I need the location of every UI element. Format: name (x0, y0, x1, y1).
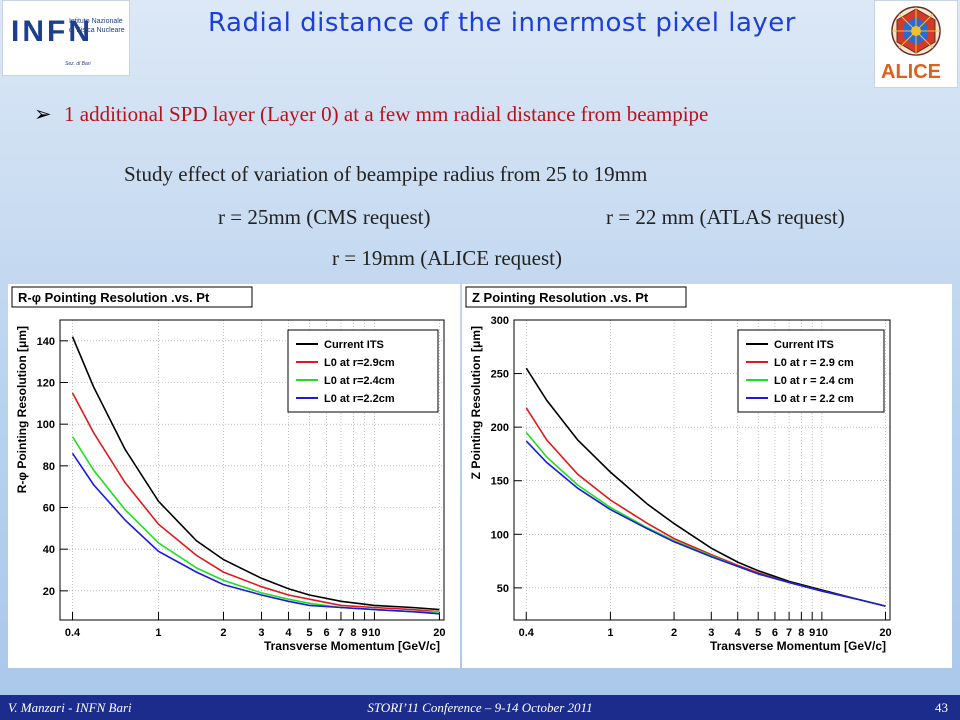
y-tick-label: 140 (37, 336, 55, 348)
x-tick-label: 2 (671, 627, 677, 639)
y-tick-label: 250 (491, 369, 509, 381)
chart-title: Z Pointing Resolution .vs. Pt (472, 290, 649, 305)
series-line (71, 336, 440, 611)
y-tick-label: 40 (43, 544, 55, 556)
x-tick-label: 8 (350, 627, 356, 639)
x-tick-label: 3 (708, 627, 714, 639)
footer-bar: V. Manzari - INFN Bari STORI’11 Conferen… (0, 695, 960, 720)
legend-label: L0 at r=2.9cm (324, 357, 395, 369)
x-tick-label: 10 (816, 627, 828, 639)
x-tick-label: 9 (361, 627, 367, 639)
bullet-item: ➢ 1 additional SPD layer (Layer 0) at a f… (34, 102, 708, 127)
legend-label: L0 at r=2.2cm (324, 393, 395, 405)
slide-title: Radial distance of the innermost pixel l… (208, 8, 796, 38)
x-tick-label: 0.4 (519, 627, 535, 639)
footer-author: V. Manzari - INFN Bari (8, 700, 132, 715)
series-line (525, 407, 886, 607)
infn-logo-subtitle: Istituto Nazionale di Fisica Nucleare (69, 17, 125, 35)
bullet-text: 1 additional SPD layer (Layer 0) at a fe… (64, 102, 709, 126)
legend-label: Current ITS (324, 339, 384, 351)
x-tick-label: 6 (772, 627, 778, 639)
y-tick-label: 200 (491, 422, 509, 434)
series-line (525, 431, 886, 607)
legend-label: L0 at r = 2.4 cm (774, 375, 854, 387)
x-tick-label: 4 (285, 627, 292, 639)
x-tick-label: 2 (220, 627, 226, 639)
rphi-resolution-chart: R-φ Pointing Resolution .vs. Pt0.4 1 2 3 4 5 6… (11, 286, 446, 653)
y-axis-label: R-φ Pointing Resolution [μm] (15, 326, 29, 493)
x-tick-label: 8 (798, 627, 804, 639)
z-chart-panel: Z Pointing Resolution .vs. Pt 0.4 1 2 3 4 5 6 7 8… (462, 284, 952, 668)
series-line (71, 436, 440, 613)
x-tick-label: 10 (368, 627, 380, 639)
alice-request-line: r = 19mm (ALICE request) (332, 246, 562, 270)
x-tick-label: 5 (755, 627, 761, 639)
x-tick-label: 9 (809, 627, 815, 639)
alice-logo: ALICE (874, 0, 958, 88)
x-tick-label: 20 (433, 627, 445, 639)
x-tick-label: 1 (155, 627, 161, 639)
y-tick-label: 300 (491, 315, 509, 327)
y-tick-label: 150 (491, 476, 509, 488)
y-tick-label: 60 (43, 503, 55, 515)
legend-label: L0 at r = 2.9 cm (774, 357, 854, 369)
x-tick-label: 7 (786, 627, 792, 639)
x-tick-label: 0.4 (65, 627, 81, 639)
series-line (525, 440, 886, 607)
infn-logo: INFN Istituto Nazionale di Fisica Nuclea… (2, 0, 130, 76)
y-tick-label: 50 (497, 583, 509, 595)
y-axis-label: Z Pointing Resolution [μm] (469, 326, 483, 479)
legend-label: L0 at r = 2.2 cm (774, 393, 854, 405)
chart-title-box (465, 286, 687, 308)
series-line (525, 367, 886, 607)
x-tick-label: 7 (338, 627, 344, 639)
plot-frame (513, 319, 891, 621)
y-tick-label: 20 (43, 586, 55, 598)
cms-request-line: r = 25mm (CMS request) (218, 205, 431, 229)
x-axis-label: Transverse Momentum [GeV/c] (710, 639, 886, 653)
footer-conference: STORI’11 Conference – 9-14 October 2011 (367, 700, 593, 715)
x-tick-label: 20 (879, 627, 891, 639)
x-tick-label: 6 (323, 627, 329, 639)
series-line (71, 392, 440, 613)
chart-title-box (11, 286, 253, 308)
y-tick-label: 100 (37, 419, 55, 431)
x-tick-label: 5 (306, 627, 312, 639)
footer-page-number: 43 (935, 700, 948, 715)
legend-label: Current ITS (774, 339, 834, 351)
chart-title: R-φ Pointing Resolution .vs. Pt (18, 290, 210, 305)
infn-logo-section: Sez. di Bari (65, 61, 91, 67)
alice-logo-text: ALICE (881, 61, 941, 83)
rphi-chart-panel: R-φ Pointing Resolution .vs. Pt 0.4 1 2 3 4 5 6… (8, 284, 460, 668)
x-tick-label: 4 (735, 627, 742, 639)
series-line (71, 452, 440, 615)
alice-detector-icon (891, 6, 941, 56)
infn-logo-sub1: Istituto Nazionale (69, 18, 123, 25)
x-tick-label: 1 (607, 627, 613, 639)
bullet-arrow-icon: ➢ (34, 102, 52, 126)
infn-logo-text: INFN (11, 15, 93, 48)
x-tick-label: 3 (258, 627, 264, 639)
study-line: Study effect of variation of beampipe ra… (124, 162, 648, 186)
z-resolution-chart: Z Pointing Resolution .vs. Pt 0.4 1 2 3 4 5 6 7 8… (465, 286, 892, 653)
legend-label: L0 at r=2.4cm (324, 375, 395, 387)
y-tick-label: 100 (491, 529, 509, 541)
infn-logo-sub2: di Fisica Nucleare (69, 27, 125, 34)
plot-frame (59, 319, 445, 621)
y-tick-label: 80 (43, 461, 55, 473)
atlas-request-line: r = 22 mm (ATLAS request) (606, 205, 845, 229)
y-tick-label: 120 (37, 378, 55, 390)
x-axis-label: Transverse Momentum [GeV/c] (264, 639, 440, 653)
